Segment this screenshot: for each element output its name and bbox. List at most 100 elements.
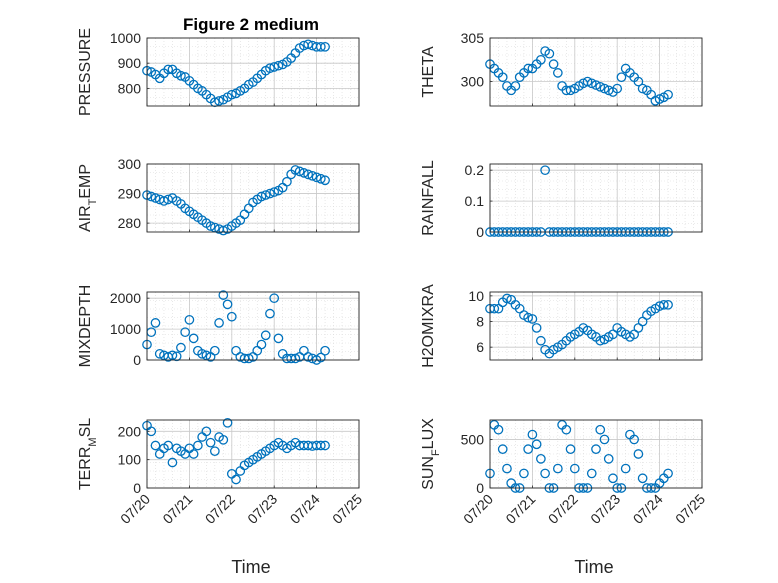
data-point — [552, 68, 563, 78]
y-axis-label: H2OMIXRA — [420, 284, 437, 368]
data-point — [603, 454, 614, 464]
data-point — [620, 463, 631, 474]
data-point — [163, 440, 174, 451]
data-point — [591, 80, 601, 90]
data-point — [282, 176, 292, 187]
y-axis-label: THETA — [420, 46, 437, 98]
data-point — [303, 39, 313, 50]
data-point — [663, 299, 673, 310]
data-point — [260, 190, 271, 200]
data-point — [226, 311, 237, 322]
y-axis-label: RAINFALL — [420, 160, 437, 236]
data-point — [205, 221, 216, 231]
data-point — [565, 444, 576, 454]
data-point — [150, 193, 161, 203]
data-point — [218, 225, 229, 236]
data-point — [243, 353, 254, 364]
data-point — [320, 41, 330, 52]
data-point — [599, 434, 610, 445]
data-point — [201, 426, 212, 437]
axes-box — [489, 163, 703, 233]
data-point — [294, 166, 305, 177]
data-point — [299, 168, 309, 178]
y-tick-label: 100 — [118, 452, 142, 468]
data-point — [654, 94, 665, 104]
data-point — [629, 434, 640, 445]
data-point — [586, 468, 597, 479]
data-point — [586, 78, 597, 89]
y-axis-label-subscript: M — [87, 437, 99, 446]
data-point — [536, 454, 546, 464]
subplot-2: 300 305 THETA — [420, 30, 703, 107]
data-point — [663, 89, 673, 100]
subplot-5: 0 1000 2000 MIXDEPTH — [77, 285, 360, 368]
data-point — [315, 173, 326, 184]
axes-box — [146, 291, 360, 361]
data-point — [167, 457, 178, 468]
y-tick-label: 0.2 — [465, 162, 485, 178]
data-point — [205, 437, 216, 448]
data-point — [214, 96, 224, 106]
data-point — [269, 62, 280, 72]
data-point — [595, 424, 606, 435]
x-axis-label-right: Time — [574, 557, 613, 577]
y-tick-label: 2000 — [110, 290, 141, 306]
data-point — [612, 83, 623, 94]
data-point — [193, 440, 203, 451]
y-tick-label: 900 — [118, 55, 142, 71]
axes-box — [489, 37, 703, 107]
y-tick-label: 0 — [476, 480, 484, 496]
data-point — [303, 169, 313, 180]
data-point — [540, 468, 550, 479]
y-axis-label: SUNFLUX — [420, 418, 442, 490]
data-point — [582, 76, 593, 87]
y-tick-label: 1000 — [110, 30, 141, 46]
data-point — [218, 290, 229, 300]
data-point — [159, 196, 169, 206]
data-point — [616, 72, 627, 83]
y-axis-label-subscript: T — [87, 198, 99, 205]
y-axis-label: TERRMSL — [77, 418, 99, 490]
data-point — [273, 333, 284, 344]
data-point — [569, 463, 580, 474]
y-tick-label: 300 — [461, 74, 485, 90]
data-point — [307, 170, 318, 181]
subplot-6: 6 8 10 H2OMIXRA — [420, 284, 703, 368]
data-point — [256, 339, 267, 350]
data-point — [595, 81, 606, 92]
data-point — [209, 446, 220, 457]
data-point — [290, 165, 301, 175]
data-point — [561, 424, 572, 435]
y-tick-label: 800 — [118, 80, 142, 96]
data-point — [171, 351, 182, 362]
data-point — [315, 352, 326, 363]
data-point — [315, 41, 326, 52]
y-tick-label: 0 — [133, 480, 141, 496]
axes-box — [146, 419, 360, 489]
y-tick-label: 300 — [118, 156, 142, 172]
data-point — [188, 333, 199, 344]
data-point — [536, 54, 546, 65]
data-point — [320, 440, 330, 451]
data-point — [650, 95, 661, 106]
data-point — [226, 89, 237, 100]
y-tick-label: 8 — [476, 314, 484, 330]
data-point — [608, 473, 618, 484]
y-tick-label: 0 — [476, 224, 484, 240]
data-point — [502, 293, 512, 304]
data-point — [311, 172, 322, 183]
data-point — [502, 463, 512, 474]
data-point — [256, 191, 267, 202]
subplot-1: 800 900 1000 PRESSURE — [77, 28, 360, 116]
data-point — [493, 424, 504, 435]
data-point — [519, 468, 529, 479]
y-tick-label: 290 — [118, 186, 142, 202]
data-point — [599, 83, 610, 94]
y-tick-label: 0.1 — [465, 193, 485, 209]
data-point — [214, 318, 224, 328]
data-point — [197, 348, 207, 359]
data-point — [315, 440, 326, 451]
data-point — [536, 335, 546, 346]
data-point — [265, 308, 275, 319]
